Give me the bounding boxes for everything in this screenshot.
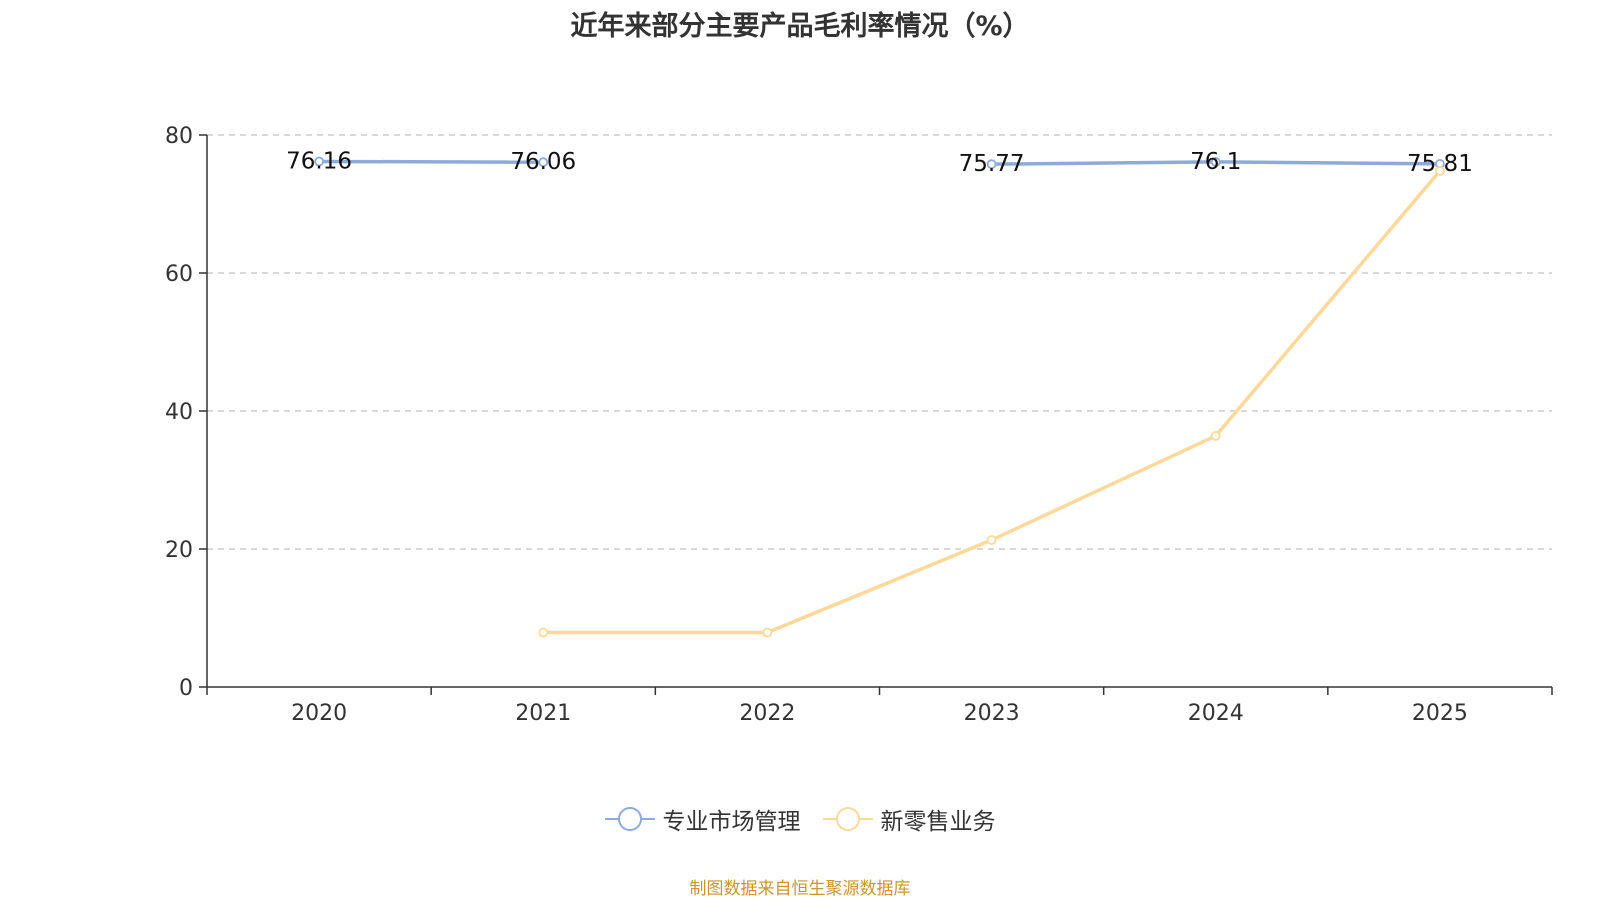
y-tick-label: 20: [165, 538, 193, 563]
data-label: 76.16: [286, 148, 352, 174]
x-tick-label: 2022: [739, 701, 795, 726]
x-tick-label: 2023: [964, 701, 1020, 726]
series-line-1: [543, 169, 1442, 635]
x-tick-label: 2021: [515, 701, 571, 726]
data-point-1: [538, 627, 549, 638]
legend-circle-icon: [822, 806, 873, 832]
data-point-1: [762, 627, 773, 638]
data-point-0: [314, 156, 324, 167]
y-tick-label: 80: [165, 124, 193, 149]
data-point-0: [538, 157, 549, 168]
series-line-0: [319, 159, 544, 164]
data-point-1: [986, 535, 997, 545]
legend-item-series-0[interactable]: 专业市场管理: [604, 802, 801, 836]
y-tick-label: 60: [165, 262, 193, 287]
legend: 专业市场管理 新零售业务: [0, 802, 1600, 836]
y-tick-label: 40: [165, 400, 193, 425]
data-label: 75.77: [959, 151, 1025, 177]
data-point-0: [1210, 157, 1221, 167]
chart-title: 近年来部分主要产品毛利率情况（%）: [570, 11, 1030, 42]
x-tick-label: 2024: [1188, 701, 1244, 726]
y-tick-label: 0: [179, 676, 193, 701]
source-note: 制图数据来自恒生聚源数据库: [689, 879, 911, 899]
x-tick-label: 2025: [1412, 701, 1468, 726]
data-point-1: [1210, 430, 1221, 441]
legend-label: 新零售业务: [880, 809, 996, 835]
data-point-1: [1435, 165, 1445, 176]
data-label: 76.1: [1190, 149, 1241, 175]
data-label: 76.06: [510, 149, 576, 175]
legend-item-series-1[interactable]: 新零售业务: [822, 802, 996, 836]
x-tick-label: 2020: [291, 701, 347, 726]
legend-circle-icon: [604, 806, 655, 832]
data-point-0: [986, 159, 997, 170]
legend-label: 专业市场管理: [662, 809, 801, 835]
